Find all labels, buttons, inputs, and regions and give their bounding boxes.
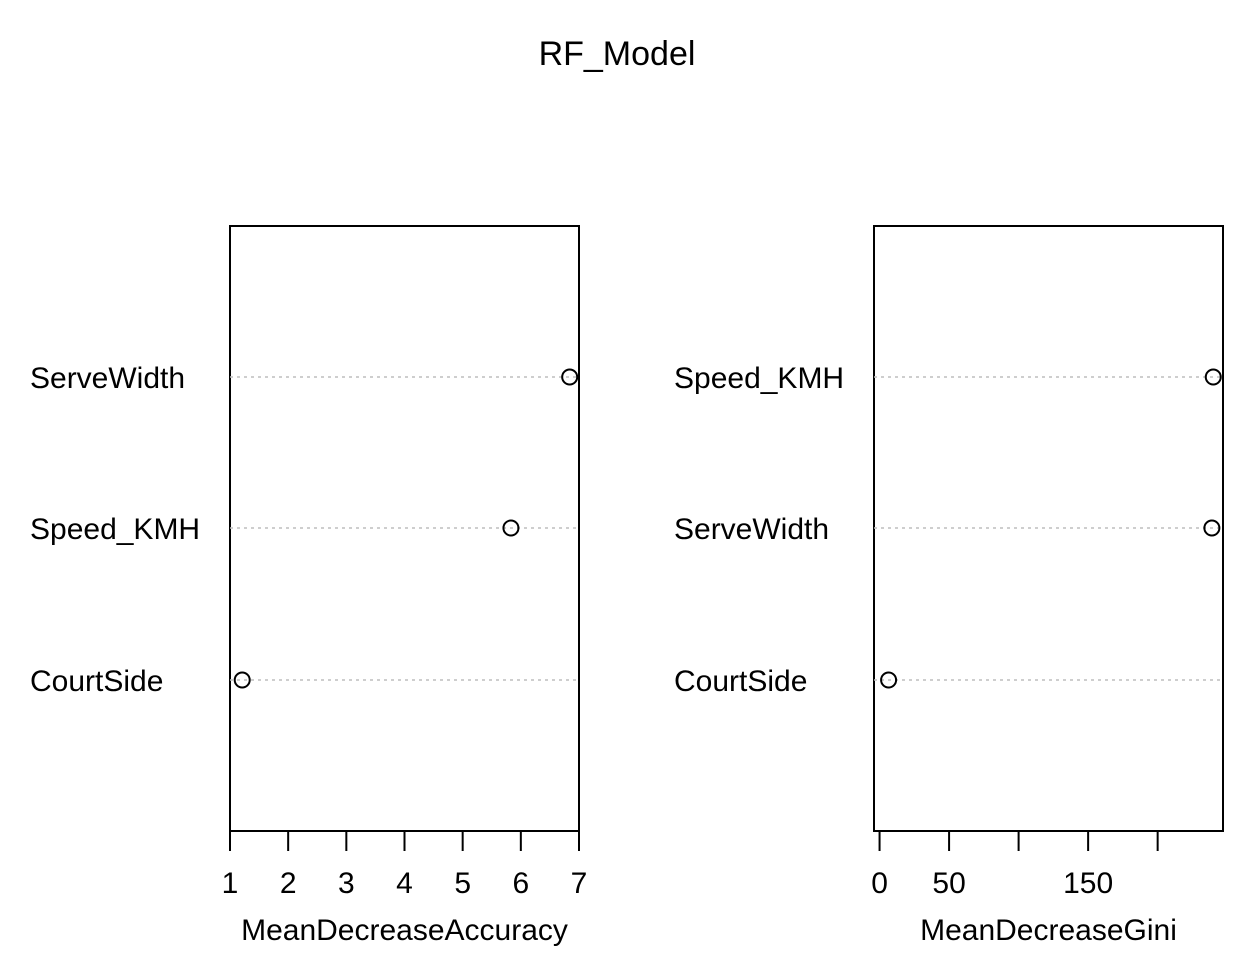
category-label: CourtSide — [30, 665, 163, 698]
data-point — [1203, 519, 1221, 537]
x-tick-label: 4 — [396, 867, 413, 900]
chart-title: RF_Model — [539, 35, 696, 73]
x-tick-label: 150 — [1063, 867, 1113, 900]
x-tick-label: 50 — [932, 867, 965, 900]
x-tick-label: 1 — [222, 867, 239, 900]
category-label: Speed_KMH — [30, 513, 200, 546]
category-label: CourtSide — [674, 665, 807, 698]
data-point — [1204, 368, 1222, 386]
data-point — [880, 671, 898, 689]
x-tick-label: 5 — [454, 867, 471, 900]
x-tick-label: 2 — [280, 867, 297, 900]
panel-mean-decrease-accuracy: ServeWidth Speed_KMH CourtSide 1 2 3 4 5 6 7MeanD… — [30, 225, 588, 947]
category-label: ServeWidth — [30, 362, 185, 395]
x-axis-title: MeanDecreaseAccuracy — [241, 914, 568, 947]
x-tick-label: 7 — [571, 867, 588, 900]
category-label: ServeWidth — [674, 513, 829, 546]
data-point — [561, 368, 579, 386]
data-point — [233, 671, 251, 689]
x-tick-label: 0 — [871, 867, 888, 900]
x-tick-label: 3 — [338, 867, 355, 900]
data-point — [502, 519, 520, 537]
x-tick-label: 6 — [512, 867, 529, 900]
category-label: Speed_KMH — [674, 362, 844, 395]
x-axis-title: MeanDecreaseGini — [920, 914, 1177, 947]
panel-mean-decrease-gini: Speed_KMH ServeWidth CourtSide 0 50 150 MeanDe… — [674, 225, 1224, 947]
